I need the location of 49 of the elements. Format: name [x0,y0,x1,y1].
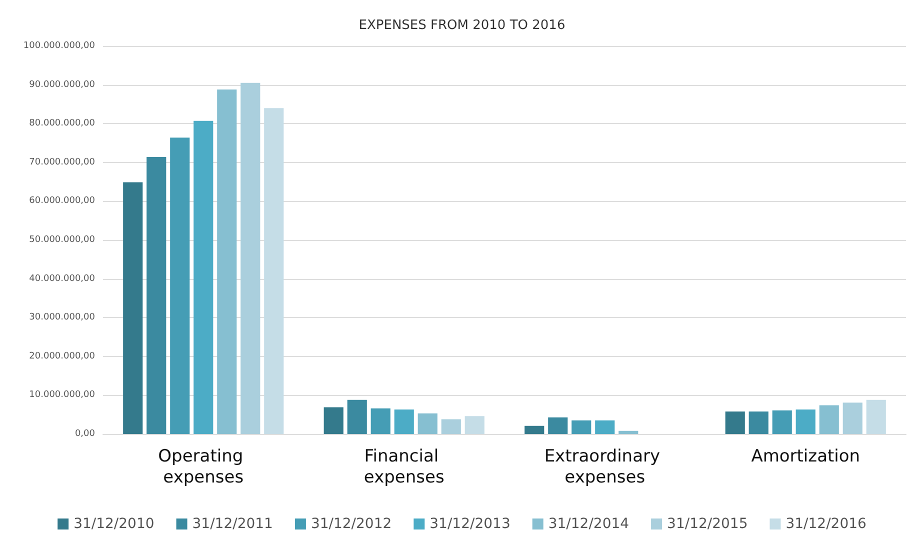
bar [240,82,260,434]
bar [595,420,615,434]
bar [441,419,461,434]
legend-label: 31/12/2011 [192,516,273,532]
bar [796,410,816,434]
legend-label: 31/12/2014 [548,516,630,532]
bar [347,400,367,434]
x-tick-label: Extraordinary expenses [544,446,666,488]
bar [264,108,284,434]
legend-label: 31/12/2015 [667,516,748,532]
y-tick-label: 60.000.000,00 [29,196,96,206]
x-tick-label: Operating expenses [158,446,249,488]
bar [572,420,592,434]
bar [618,430,638,434]
y-tick-label: 10.000.000,00 [29,390,96,400]
bar [170,138,190,434]
bar [123,182,143,434]
bar [548,417,568,434]
bar [418,413,438,434]
y-tick-label: 100.000.000,00 [23,41,96,51]
bar [217,89,237,434]
legend-label: 31/12/2016 [786,516,867,532]
bar [819,405,839,434]
bar [146,156,166,434]
y-tick-label: 40.000.000,00 [29,274,96,284]
legend-label: 31/12/2010 [74,516,154,532]
bar [370,408,390,434]
bar [194,120,214,434]
y-tick-label: 20.000.000,00 [29,351,96,362]
bar [725,411,745,434]
y-tick-label: 90.000.000,00 [29,80,96,90]
bar [464,416,484,434]
y-tick-label: 0,00 [74,429,96,439]
x-tick-label: Financial expenses [364,446,444,488]
y-tick-label: 70.000.000,00 [29,157,96,168]
bar [866,400,886,434]
y-tick-label: 50.000.000,00 [29,235,96,245]
legend-label: 31/12/2013 [430,516,510,532]
bar [394,410,414,434]
bar [324,407,344,434]
bar [842,402,862,434]
x-tick-label: Amortization [751,446,860,466]
bar [524,426,544,434]
y-tick-label: 30.000.000,00 [29,312,96,323]
legend-label: 31/12/2012 [310,516,392,532]
bar [772,410,792,434]
y-tick-label: 80.000.000,00 [29,118,96,129]
bar [748,411,768,434]
chart-title: EXPENSES FROM 2010 TO 2016 [358,18,566,33]
